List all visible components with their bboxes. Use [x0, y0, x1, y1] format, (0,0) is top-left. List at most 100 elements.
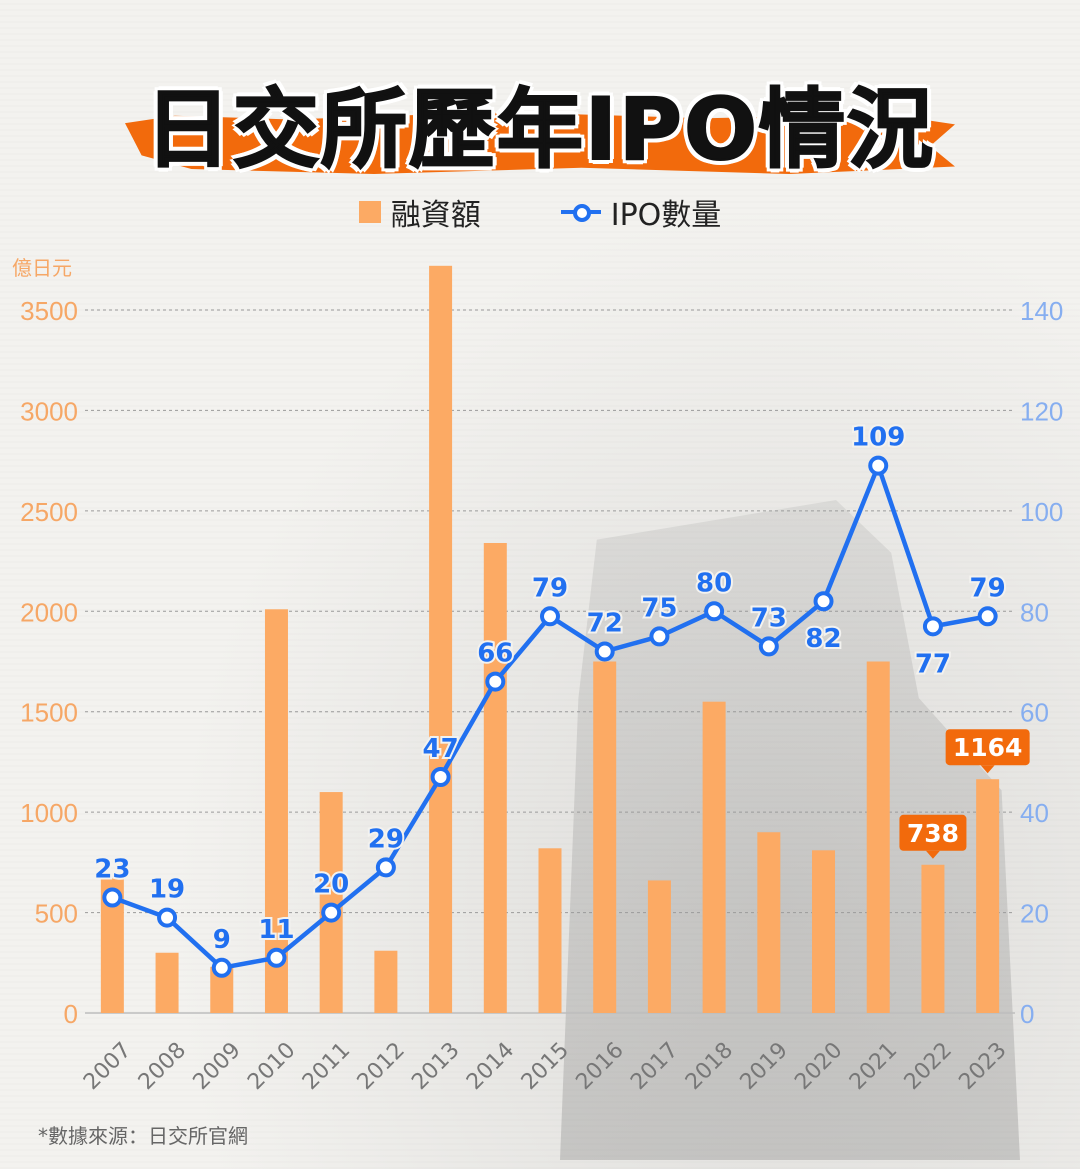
right-tick-label: 0: [1020, 999, 1034, 1029]
x-tick-label: 2020: [790, 1038, 847, 1095]
bar: [100, 876, 124, 1013]
bar-value-label: 1164: [953, 733, 1023, 762]
bar: [921, 864, 945, 1013]
legend-bar-label: 融資額: [390, 198, 481, 233]
right-tick-label: 140: [1020, 296, 1063, 326]
line-value-label: 82: [805, 624, 841, 654]
right-tick-label: 80: [1020, 597, 1049, 627]
x-tick-label: 2019: [736, 1038, 793, 1095]
left-tick-label: 500: [35, 899, 78, 929]
chart-title: 日交所歷年IPO情況: [144, 79, 936, 181]
left-axis-unit: 億日元: [12, 256, 72, 280]
line-point: [594, 641, 615, 662]
bar: [593, 661, 617, 1013]
line-value-label: 23: [94, 855, 130, 885]
legend-item-line: IPO數量: [560, 190, 722, 234]
right-tick-label: 100: [1020, 497, 1063, 527]
line-value-label: 72: [587, 608, 623, 638]
line-point: [704, 601, 725, 622]
bar: [976, 779, 1000, 1013]
line-value-label: 20: [313, 870, 349, 900]
bar-value-badge-pointer: [980, 765, 995, 774]
right-tick-label: 120: [1020, 396, 1063, 426]
x-tick-label: 2021: [845, 1038, 902, 1095]
left-tick-label: 3000: [20, 396, 78, 426]
bar: [757, 832, 781, 1013]
left-tick-label: 2000: [20, 597, 78, 627]
legend-item-bar: 融資額: [358, 190, 481, 234]
x-tick-label: 2011: [298, 1038, 355, 1095]
line-value-label: 29: [368, 824, 404, 854]
line-point: [977, 606, 998, 627]
line-value-label: 79: [970, 573, 1006, 603]
line-point: [868, 455, 889, 476]
right-tick-label: 40: [1020, 798, 1049, 828]
bar: [866, 661, 890, 1013]
x-tick-label: 2022: [900, 1038, 957, 1095]
x-tick-label: 2016: [571, 1038, 628, 1095]
x-tick-label: 2009: [189, 1038, 246, 1095]
line-value-label: 77: [915, 649, 951, 679]
line-point: [102, 887, 123, 908]
line-value-label: 19: [149, 875, 185, 905]
title-area: 日交所歷年IPO情況: [0, 58, 1080, 181]
x-tick-label: 2015: [517, 1038, 574, 1095]
legend: 融資額 IPO數量: [0, 190, 1080, 234]
line-point: [813, 591, 834, 612]
line-value-label: 80: [696, 568, 732, 598]
line-point: [375, 857, 396, 878]
left-tick-label: 1500: [20, 698, 78, 728]
line-value-label: 75: [641, 593, 677, 623]
bar-value-badge: [899, 814, 967, 851]
x-tick-label: 2012: [353, 1038, 410, 1095]
left-tick-label: 1000: [20, 798, 78, 828]
bar-value-badge: [945, 729, 1030, 766]
left-tick-label: 0: [64, 999, 78, 1029]
x-tick-label: 2007: [79, 1038, 136, 1095]
line-value-label: 66: [477, 639, 513, 669]
line-point: [922, 616, 943, 637]
bar: [702, 701, 726, 1013]
title-brush-stroke: [125, 112, 955, 174]
line-point: [266, 947, 287, 968]
bar: [812, 850, 836, 1013]
legend-line-label: IPO數量: [610, 198, 722, 233]
x-tick-label: 2023: [954, 1038, 1011, 1095]
line-value-label: 73: [751, 603, 787, 633]
legend-bar-swatch-icon: [358, 201, 381, 223]
line-value-label: 79: [532, 573, 568, 603]
source-note: *數據來源：日交所官網: [38, 1124, 248, 1148]
line-value-label: 9: [213, 925, 231, 955]
bar: [647, 880, 671, 1013]
left-tick-label: 2500: [20, 497, 78, 527]
bar: [264, 609, 288, 1013]
line-point: [430, 766, 451, 787]
x-tick-label: 2013: [407, 1038, 464, 1095]
line-point: [485, 671, 506, 692]
bar: [319, 792, 343, 1013]
bar-value-badge-pointer: [925, 850, 940, 859]
line-value-label: 11: [258, 915, 294, 945]
x-tick-label: 2014: [462, 1038, 519, 1095]
line-value-label: 47: [422, 734, 458, 764]
line-point: [758, 636, 779, 657]
x-tick-label: 2008: [134, 1038, 191, 1095]
line-point: [321, 902, 342, 923]
left-tick-label: 3500: [20, 296, 78, 326]
line-point: [649, 626, 670, 647]
x-tick-label: 2017: [626, 1038, 683, 1095]
line-point: [157, 907, 178, 928]
bar: [483, 542, 507, 1013]
bar-value-label: 738: [907, 819, 959, 848]
line-point: [211, 957, 232, 978]
right-tick-label: 20: [1020, 899, 1049, 929]
line-point: [540, 606, 560, 627]
bar: [538, 848, 562, 1013]
legend-line-marker-icon: [560, 202, 601, 222]
right-tick-label: 60: [1020, 698, 1049, 728]
line-value-label: 109: [851, 423, 905, 453]
x-tick-label: 2010: [243, 1038, 300, 1095]
bar: [374, 950, 398, 1013]
x-tick-label: 2018: [681, 1038, 738, 1095]
